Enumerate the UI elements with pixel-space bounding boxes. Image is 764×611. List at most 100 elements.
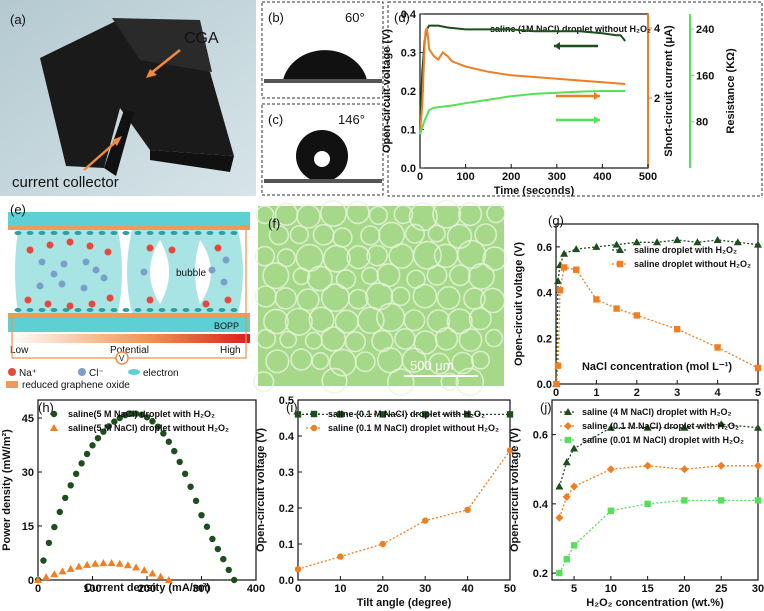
data-point <box>379 411 386 418</box>
series-line <box>558 423 759 487</box>
data-point <box>562 492 571 501</box>
data-point <box>116 414 123 422</box>
series-arrowhead <box>554 42 560 50</box>
micro-ring <box>262 262 290 290</box>
series-line <box>297 450 511 570</box>
cga-film <box>40 20 234 168</box>
micro-ring <box>321 367 348 394</box>
micro-ring <box>448 264 471 287</box>
data-point <box>122 411 129 419</box>
legend-label: saline(5 M NaCl) droplet with H₂O₂ <box>68 409 215 419</box>
micro-ring <box>296 288 320 312</box>
micro-ring <box>451 351 475 375</box>
micro-ring <box>265 349 290 374</box>
na-ion <box>46 241 54 249</box>
data-point <box>156 572 165 580</box>
micro-ring <box>279 330 298 349</box>
panel-f: (f) 500 μm <box>253 199 508 397</box>
data-point <box>107 559 116 567</box>
x-tick-label: 10 <box>334 583 346 595</box>
data-point <box>176 458 183 466</box>
y-tick-label: 0.2 <box>533 568 548 580</box>
y-right2-tick-label: 160 <box>696 70 714 82</box>
panel-label: (h) <box>38 400 54 415</box>
micro-ring <box>470 350 491 370</box>
panel-a: (a) CGA current collector <box>0 0 256 196</box>
x-tick-label: 0 <box>295 583 301 595</box>
micro-ring <box>432 199 462 229</box>
micro-ring <box>386 368 415 396</box>
micro-ring <box>479 287 506 314</box>
panel-c: (c) 146° <box>261 103 384 196</box>
data-point <box>203 523 211 530</box>
na-ion <box>224 296 232 304</box>
data-point <box>680 423 689 431</box>
electron <box>146 308 154 312</box>
voltmeter-label: V <box>119 354 125 363</box>
data-point <box>89 442 96 449</box>
data-point <box>123 561 132 569</box>
electron <box>218 231 226 235</box>
y-tick-label: 0.3 <box>279 467 294 479</box>
electron <box>182 231 190 235</box>
electron <box>206 231 214 235</box>
x-tick-label: 15 <box>642 583 654 595</box>
plot-frame <box>555 223 759 385</box>
data-point <box>105 423 113 430</box>
cga-film-edge <box>112 18 212 72</box>
legend-marker <box>564 422 572 430</box>
contact-angle-value: 60° <box>345 10 365 25</box>
data-point <box>464 411 471 418</box>
series-line <box>558 499 758 574</box>
data-point <box>643 423 652 431</box>
electron <box>170 308 178 312</box>
data-point <box>681 497 688 504</box>
y-right2-tick-label: 240 <box>696 24 714 36</box>
panel-e: bubble BOPP Low Potential High V (e) Na⁺… <box>6 202 250 391</box>
electron <box>38 231 46 235</box>
legend-label: saline (0.1 M NaCl) droplet without H₂O₂ <box>328 423 499 433</box>
cl-ion <box>220 278 228 286</box>
top-plate <box>8 212 250 226</box>
electron <box>86 308 94 312</box>
panel-b: (b) 60° <box>261 1 384 99</box>
data-point <box>422 517 429 524</box>
y-axis-label: Open-circuit voltage (V) <box>255 428 267 552</box>
micro-ring <box>390 286 411 307</box>
data-point <box>164 576 173 583</box>
chart-title: saline (1M NaCl) droplet without H₂O₂ <box>490 24 651 34</box>
panel-j: (j) 5 10 15 20 25 30 0.2 0.4 0.6 H₂O₂ concentrati… <box>509 399 764 609</box>
data-point <box>99 559 108 567</box>
data-point <box>554 362 562 369</box>
na-ion <box>24 296 32 304</box>
data-point <box>337 553 344 560</box>
electron <box>218 308 226 312</box>
micro-ring <box>357 306 385 335</box>
x-axis-label: Tilt angle (degree) <box>357 597 452 609</box>
droplet-left <box>15 230 122 313</box>
y-right2-tick-label: 80 <box>696 117 708 129</box>
y-tick-label: 15 <box>22 521 34 533</box>
electron <box>146 231 154 235</box>
data-point <box>592 242 601 250</box>
micro-ring <box>393 204 414 225</box>
cl-legend-label: Cl⁻ <box>89 368 104 379</box>
collector-strip-left <box>104 110 134 176</box>
substrate <box>264 79 382 83</box>
y-tick-label: 0.2 <box>279 503 294 515</box>
data-point <box>379 540 386 548</box>
data-point <box>83 450 91 458</box>
na-ion <box>202 300 210 308</box>
micro-ring <box>403 309 426 332</box>
na-ion <box>146 244 154 252</box>
legend-label: saline droplet with H₂O₂ <box>634 245 737 255</box>
data-point <box>34 576 42 583</box>
data-point <box>632 238 641 246</box>
na-ion <box>214 244 222 252</box>
data-point <box>140 566 149 574</box>
micro-ring <box>255 205 275 225</box>
data-point <box>198 512 205 519</box>
chart-j: 5 10 15 20 25 30 0.2 0.4 0.6 H₂O₂ concentration (… <box>509 399 764 609</box>
y-tick-label: 0.2 <box>537 333 552 345</box>
micro-ring <box>440 372 460 392</box>
